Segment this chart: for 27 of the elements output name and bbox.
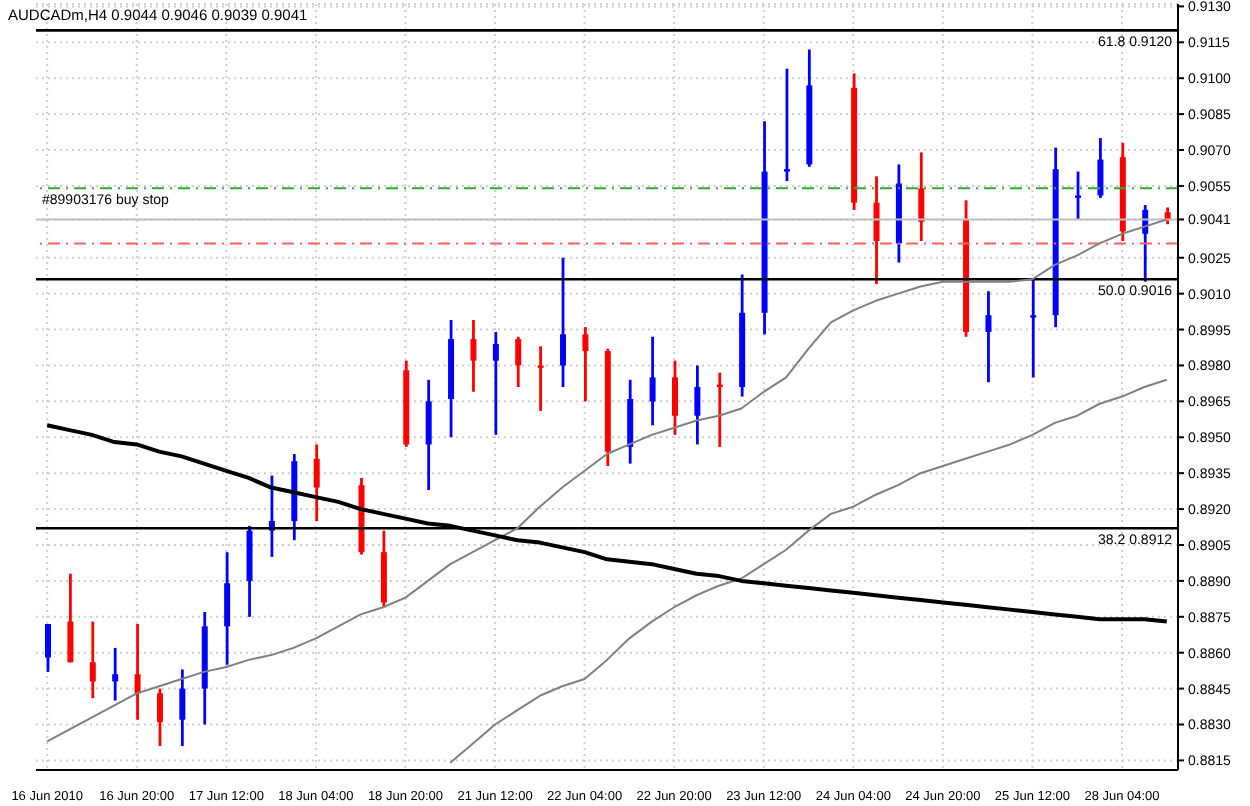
candlestick	[985, 289, 992, 384]
candlestick	[515, 335, 522, 389]
candlestick	[179, 668, 186, 748]
candlestick	[918, 151, 925, 243]
candlestick	[313, 443, 320, 523]
candlestick	[492, 330, 499, 437]
candlestick	[45, 622, 51, 674]
candlestick	[112, 646, 119, 702]
line-series	[449, 378, 1168, 764]
candlestick	[1097, 136, 1104, 200]
candlestick	[537, 344, 544, 413]
candlestick	[694, 364, 701, 446]
candlestick	[671, 359, 678, 437]
candlestick	[1030, 277, 1037, 379]
candlestick	[67, 572, 74, 664]
candlestick	[649, 335, 656, 427]
candlestick	[134, 622, 141, 722]
candlestick	[582, 325, 589, 403]
candlestick	[224, 550, 231, 667]
candlestick	[470, 318, 477, 394]
candlestick	[560, 256, 567, 389]
candlestick	[627, 378, 634, 465]
candlestick	[89, 620, 96, 700]
candlestick	[873, 174, 880, 286]
candlestick	[156, 687, 163, 748]
candlestick	[425, 378, 432, 492]
candlestick	[783, 67, 790, 183]
